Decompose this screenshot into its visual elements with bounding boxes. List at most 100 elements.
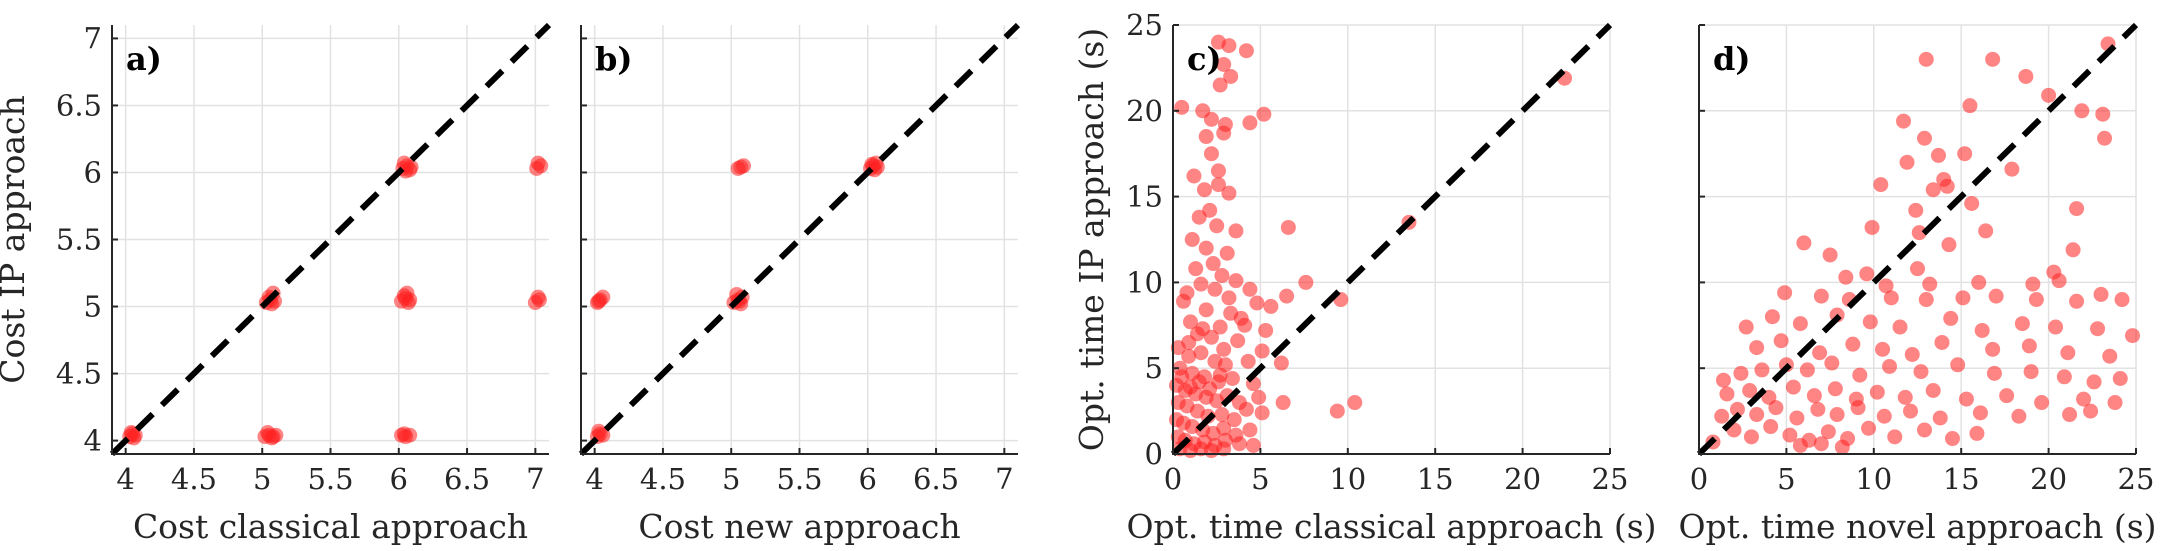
- data-point: [399, 285, 415, 301]
- data-point: [2014, 316, 2030, 332]
- panel-a-grid: [112, 25, 549, 454]
- data-point: [1242, 422, 1258, 438]
- panel-a-axes: [111, 25, 549, 455]
- x-tick-label: 4.5: [171, 462, 217, 496]
- data-point: [1878, 278, 1894, 294]
- data-point: [1216, 56, 1232, 72]
- panel-c-points: [1168, 34, 1573, 459]
- panel-a-x-ticks: 4 4.5 5 5.5 6 6.5 7: [116, 448, 545, 496]
- data-point: [1944, 431, 1960, 447]
- data-point: [2086, 374, 2102, 390]
- data-point: [1932, 410, 1948, 426]
- data-point: [1913, 364, 1929, 380]
- data-point: [1925, 383, 1941, 399]
- data-point: [1263, 298, 1279, 314]
- data-point: [1298, 274, 1314, 290]
- data-point: [2051, 273, 2067, 289]
- data-point: [1230, 333, 1246, 349]
- panel-a-y-axis-label: Cost IP approach: [0, 95, 32, 384]
- data-point: [530, 289, 546, 305]
- x-tick-label: 6.5: [444, 462, 490, 496]
- data-point: [1749, 340, 1765, 356]
- data-point: [1974, 322, 1990, 338]
- data-point: [1251, 389, 1267, 405]
- panel-c: 0 5 10 15 20 25 0 5 10 15 20 25 c) Opt. time class…: [1072, 8, 1657, 546]
- data-point: [1329, 403, 1345, 419]
- data-point: [1238, 43, 1254, 59]
- data-point: [1742, 383, 1758, 399]
- data-point: [2021, 338, 2037, 354]
- data-point: [264, 430, 280, 446]
- data-point: [1181, 348, 1197, 364]
- data-point: [1777, 285, 1793, 301]
- data-point: [1738, 319, 1754, 335]
- data-point: [2076, 391, 2092, 407]
- data-point: [2107, 395, 2123, 411]
- data-point: [1256, 106, 1272, 122]
- data-point: [1181, 334, 1197, 350]
- data-point: [1925, 182, 1941, 198]
- panel-b-y-ticks: [581, 37, 587, 442]
- y-tick-label: 6: [84, 155, 102, 189]
- data-point: [1985, 341, 2001, 357]
- x-tick-label: 4: [116, 462, 134, 496]
- y-tick-label: 0: [1145, 437, 1163, 471]
- data-point: [1934, 334, 1950, 350]
- data-point: [1214, 268, 1230, 284]
- panel-c-diagonal: [1170, 22, 1613, 457]
- data-point: [1789, 410, 1805, 426]
- data-point: [1806, 388, 1822, 404]
- data-point: [1796, 235, 1812, 251]
- x-tick-label: 7: [526, 462, 544, 496]
- data-point: [1749, 407, 1765, 423]
- data-point: [1203, 146, 1219, 162]
- data-point: [2114, 292, 2130, 308]
- data-point: [1210, 177, 1226, 193]
- panel-c-x-ticks: 0 5 10 15 20 25: [1164, 448, 1629, 496]
- data-point: [1203, 111, 1219, 127]
- data-point: [2018, 68, 2034, 84]
- data-point: [1859, 266, 1875, 282]
- data-point: [1198, 129, 1214, 145]
- data-point: [1221, 185, 1237, 201]
- x-tick-label: 25: [1592, 462, 1629, 496]
- data-point: [1962, 98, 1978, 114]
- data-point: [1228, 223, 1244, 239]
- panel-a-y-ticks: 4 4.5 5 5.5 6 6.5 7: [56, 21, 118, 458]
- data-point: [1221, 290, 1237, 306]
- data-point: [1908, 202, 1924, 218]
- data-point: [1226, 412, 1242, 428]
- data-point: [1219, 245, 1235, 261]
- data-point: [1845, 336, 1861, 352]
- data-point: [1986, 365, 2002, 381]
- data-point: [1174, 99, 1190, 115]
- data-point: [1876, 408, 1892, 424]
- data-point: [1198, 240, 1214, 256]
- data-point: [2025, 276, 2041, 292]
- data-point: [1212, 367, 1228, 383]
- panel-a-diagonal: [109, 22, 552, 457]
- data-point: [2102, 348, 2118, 364]
- data-point: [736, 158, 752, 174]
- data-point: [2095, 106, 2111, 122]
- panel-d-x-axis-label: Opt. time novel approach (s): [1678, 507, 2156, 546]
- data-point: [591, 423, 607, 439]
- data-point: [2093, 286, 2109, 302]
- x-tick-label: 25: [2118, 462, 2155, 496]
- data-point: [1179, 285, 1195, 301]
- panel-d-grid: [1698, 24, 2137, 455]
- data-point: [2062, 407, 2078, 423]
- data-point: [1943, 310, 1959, 326]
- data-point: [1904, 346, 1920, 362]
- data-point: [1258, 322, 1274, 338]
- data-point: [396, 426, 412, 442]
- data-point: [1822, 247, 1838, 263]
- panel-b-x-ticks: 4 4.5 5 5.5 6 6.5 7: [585, 448, 1014, 496]
- data-point: [1188, 261, 1204, 277]
- data-point: [1813, 436, 1829, 452]
- data-point: [1850, 400, 1866, 416]
- data-point: [2090, 321, 2106, 337]
- data-point: [1892, 319, 1908, 335]
- data-point: [1279, 288, 1295, 304]
- panel-a-label: a): [126, 40, 162, 78]
